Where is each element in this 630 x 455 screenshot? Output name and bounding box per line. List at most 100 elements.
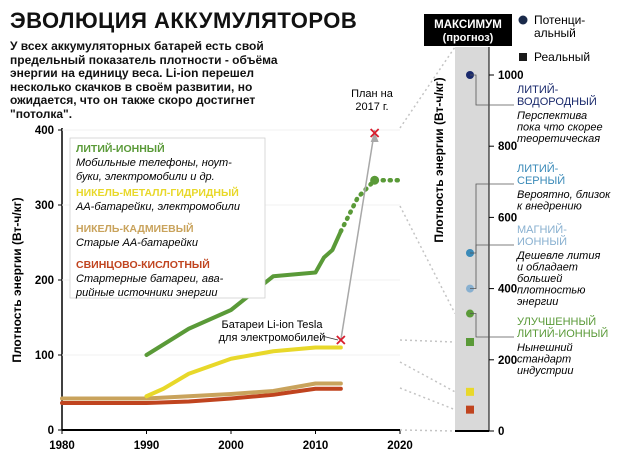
max-label-desc: плотностью [517, 285, 585, 297]
x-tick-label: 2020 [387, 440, 413, 452]
tesla-marker [336, 335, 346, 345]
max-label-name: ВОДОРОДНЫЙ [517, 95, 597, 108]
connector-line [399, 205, 456, 314]
max-label-name: СЕРНЫЙ [517, 174, 565, 187]
max-label-desc: Перспектива [517, 110, 587, 122]
legend-box: ЛИТИЙ-ИОННЫЙ Мобильные телефоны, ноут-бук… [69, 137, 266, 299]
y-axis-label: Плотность энергии (Вт-ч/кг) [10, 197, 24, 362]
tesla-label-line2: для электромобилей [219, 332, 326, 344]
max-y-tick-label: 1000 [498, 70, 524, 82]
max-label-leader [470, 74, 514, 106]
max-label-leader [470, 313, 514, 338]
connector-line [399, 361, 456, 393]
x-tick-label: 1990 [134, 440, 160, 452]
max-label-desc: стандарт [517, 354, 571, 366]
max-label-name: ЛИТИЙ-ИОННЫЙ [517, 327, 608, 340]
legend-potential-circle [518, 15, 528, 25]
max-point-real [466, 387, 474, 396]
connector-line [399, 387, 456, 411]
max-label-desc: Нынешний [517, 342, 573, 354]
series-line [144, 345, 343, 399]
plan-label-line2: 2017 г. [355, 101, 388, 113]
max-y-tick-label: 800 [498, 141, 517, 153]
max-label-desc: Дешевле лития [515, 250, 600, 262]
tesla-leader-line [321, 335, 339, 341]
y-tick-label: 200 [35, 275, 54, 287]
max-title-line2: (прогноз) [443, 32, 494, 44]
legend-item: НИКЕЛЬ-КАДМИЕВЫЙ Старые АА-батарейки [76, 222, 198, 249]
legend-item-name: НИКЕЛЬ-МЕТАЛЛ-ГИДРИДНЫЙ [76, 186, 239, 199]
legend-item-name: ЛИТИЙ-ИОННЫЙ [76, 142, 165, 155]
plan-2017-marker [370, 128, 380, 138]
legend-item: ЛИТИЙ-ИОННЫЙ Мобильные телефоны, ноут-бук… [76, 142, 232, 183]
legend-item-desc: Мобильные телефоны, ноут- [76, 157, 232, 169]
max-title-line1: МАКСИМУМ [434, 19, 502, 31]
max-label-name: УЛУЧШЕННЫЙ [517, 315, 596, 328]
x-tick-label: 2010 [303, 440, 329, 452]
max-label-desc: большей [517, 273, 562, 285]
max-y-axis-label: Плотность энергии (Вт-ч/кг) [432, 77, 446, 242]
connector-line [399, 339, 456, 343]
tesla-label-line1: Батареи Li-ion Tesla [221, 319, 323, 331]
max-label-desc: к внедрению [517, 201, 582, 213]
legend-potential-line1: Потенци- [534, 13, 585, 27]
y-tick-label: 100 [35, 350, 54, 362]
max-header [424, 14, 512, 46]
connector-lines [399, 46, 456, 432]
legend-potential-line2: альный [534, 26, 576, 40]
legend-real-square [519, 53, 527, 61]
plan-label-line1: План на [351, 88, 394, 100]
subtitle: У всех аккумуляторных батарей есть свой … [10, 39, 278, 121]
x-tick-label: 2000 [218, 440, 244, 452]
legend-item-desc: буки, электромобили и др. [76, 171, 215, 183]
tesla-projection-line [340, 129, 376, 341]
series-line [60, 381, 343, 401]
page-title: ЭВОЛЮЦИЯ АККУМУЛЯТОРОВ [10, 8, 358, 33]
legend-item: НИКЕЛЬ-МЕТАЛЛ-ГИДРИДНЫЙ АА-батарейки, эле… [75, 186, 240, 213]
x-tick-label: 1980 [49, 440, 75, 452]
legend-item-desc: Стартерные батареи, ава- [76, 273, 224, 285]
series-line [144, 229, 343, 357]
max-y-tick-label: 200 [498, 355, 517, 367]
max-panel: МАКСИМУМ (прогноз) 0 200 400 600 800 1000 Пло… [424, 13, 611, 438]
connector-line [399, 429, 456, 432]
y-tick-label: 400 [35, 125, 54, 137]
max-label-leader [470, 244, 514, 290]
tesla-arrowhead [370, 132, 379, 142]
li-ion-2017-point [370, 175, 380, 185]
max-y-tick-label: 600 [498, 212, 517, 224]
max-label-desc: индустрии [517, 365, 574, 377]
max-label-name: ЛИТИЙ- [517, 162, 559, 175]
max-label-desc: энергии [517, 296, 558, 308]
max-label-name: ЛИТИЙ- [517, 83, 559, 96]
max-band [455, 47, 489, 431]
legend-item-name: СВИНЦОВО-КИСЛОТНЫЙ [76, 258, 210, 271]
max-y-tick-label: 0 [498, 426, 504, 438]
max-point-real [466, 405, 474, 414]
max-label-desc: Вероятно, близок [517, 189, 611, 201]
legend-background [69, 137, 266, 299]
max-label-desc: и обладает [517, 262, 578, 274]
series-line [60, 386, 343, 405]
legend-item-desc: Старые АА-батарейки [76, 237, 198, 249]
connector-line [399, 46, 456, 129]
legend-item: СВИНЦОВО-КИСЛОТНЫЙ Стартерные батареи, ав… [75, 258, 224, 299]
max-point-real [466, 338, 474, 346]
legend-item-name: НИКЕЛЬ-КАДМИЕВЫЙ [76, 222, 194, 235]
max-label-name: ИОННЫЙ [517, 235, 567, 248]
max-label-leader [470, 183, 514, 254]
max-label-desc: теоретическая [517, 133, 600, 145]
y-tick-label: 300 [35, 200, 54, 212]
legend-item-desc: АА-батарейки, электромобили [75, 201, 240, 213]
max-label-name: МАГНИЙ- [517, 223, 567, 236]
series-line [338, 178, 403, 234]
annotations: План на 2017 г. Батареи Li-ion Tesla для… [219, 88, 394, 344]
max-y-tick-label: 400 [498, 284, 517, 296]
max-label-desc: пока что скорее [517, 122, 603, 134]
y-tick-label: 0 [48, 425, 54, 437]
